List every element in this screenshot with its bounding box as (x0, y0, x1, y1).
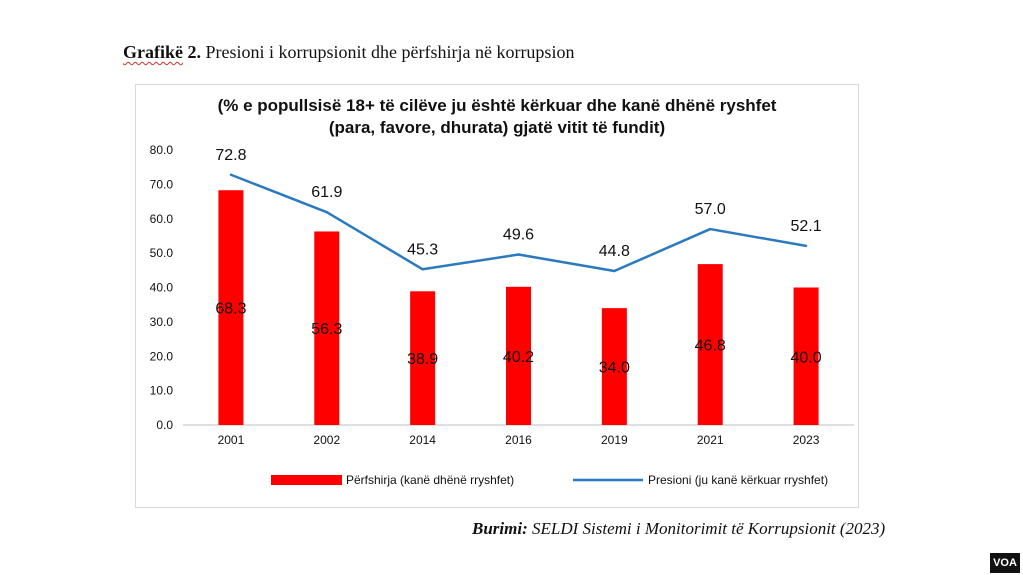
line-data-label: 72.8 (215, 147, 246, 164)
legend-label-bars: Përfshirja (kanë dhënë rryshfet) (346, 473, 514, 487)
line-point (709, 227, 712, 231)
chart-plot: 0.0 10.0 20.0 30.0 40.0 50.0 60.0 70.0 80.0 2001 2… (150, 143, 854, 487)
x-tick-label: 2021 (697, 433, 724, 447)
figure-heading: Grafikë 2. Presioni i korrupsionit dhe p… (123, 42, 574, 63)
source-text: SELDI Sistemi i Monitorimit të Korrupsio… (532, 519, 886, 538)
x-tick-label: 2002 (313, 433, 340, 447)
bar (793, 287, 819, 425)
line-point (804, 244, 808, 248)
y-tick-label: 30.0 (150, 315, 174, 329)
bar-data-label: 34.0 (599, 360, 630, 377)
bar-data-label: 40.2 (503, 349, 534, 366)
chart-container: (% e popullsisë 18+ të cilëve ju është k… (135, 84, 859, 508)
bar (697, 264, 723, 425)
source-note: Burimi: SELDI Sistemi i Monitorimit të K… (472, 519, 885, 539)
bar-data-label: 38.9 (407, 351, 438, 368)
x-tick-label: 2014 (409, 433, 436, 447)
bar-data-label: 40.0 (791, 349, 822, 366)
chart-title-line-1: (% e popullsisë 18+ të cilëve ju është k… (217, 96, 777, 115)
chart-title: (% e popullsisë 18+ të cilëve ju është k… (136, 95, 858, 139)
y-tick-label: 10.0 (150, 384, 174, 398)
line-point (229, 173, 233, 176)
figure-heading-number: 2. (183, 42, 202, 62)
y-tick-label: 20.0 (150, 349, 174, 363)
bar (506, 286, 531, 425)
figure-heading-label: Grafikë (123, 42, 183, 62)
bar-data-label: 56.3 (311, 321, 342, 338)
figure-heading-text: Presioni i korrupsionit dhe përfshirja n… (205, 42, 575, 62)
x-tick-label: 2019 (601, 433, 628, 447)
y-tick-label: 0.0 (156, 418, 173, 432)
legend-swatch-bars (271, 475, 342, 485)
line-data-label: 57.0 (695, 201, 726, 218)
line-point (613, 269, 616, 273)
bar-data-label: 68.3 (215, 301, 246, 318)
y-tick-label: 60.0 (150, 212, 174, 226)
x-tick-label: 2016 (505, 433, 532, 447)
line-point (517, 253, 520, 256)
x-tick-label: 2023 (793, 433, 820, 447)
line-point (325, 211, 328, 214)
bar-data-label: 46.8 (695, 338, 726, 355)
source-label: Burimi: (472, 519, 528, 538)
line-data-label: 61.9 (311, 184, 342, 201)
bar (314, 231, 340, 425)
line-data-label: 45.3 (407, 241, 438, 258)
y-tick-label: 40.0 (150, 281, 174, 295)
x-tick-label: 2001 (218, 433, 245, 447)
legend-label-line: Presioni (ju kanë kërkuar rryshfet) (648, 473, 828, 487)
line-data-label: 49.6 (503, 227, 534, 244)
y-tick-label: 80.0 (150, 143, 174, 157)
chart-title-line-2: (para, favore, dhurata) gjatë vitit të f… (328, 118, 666, 137)
line-data-label: 44.8 (599, 243, 630, 260)
voa-logo: VOA (990, 553, 1020, 573)
line-point (421, 268, 424, 271)
bar (218, 190, 244, 425)
bar (410, 291, 436, 425)
y-tick-label: 70.0 (150, 177, 174, 191)
line-data-label: 52.1 (791, 218, 822, 235)
bar (601, 308, 627, 425)
y-tick-label: 50.0 (150, 246, 174, 260)
